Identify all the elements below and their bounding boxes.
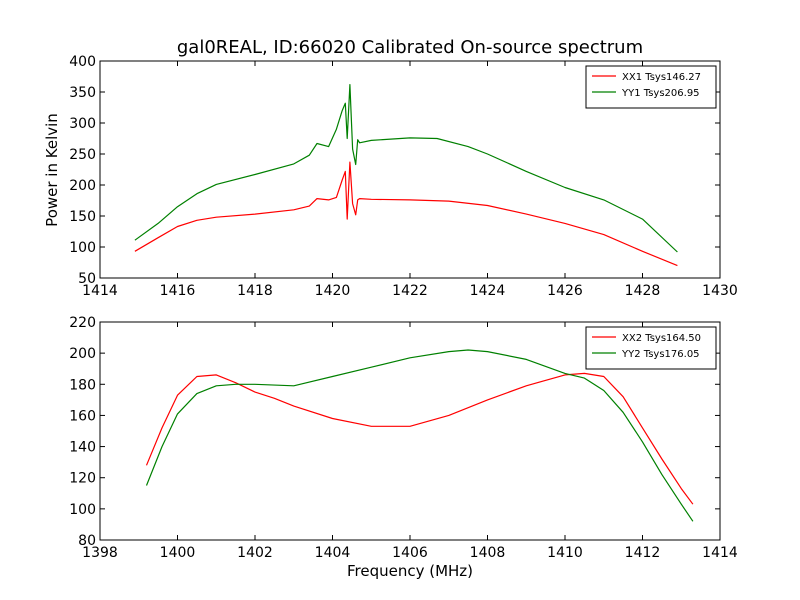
x-tick-label: 1428	[625, 283, 661, 299]
legend-box	[585, 65, 717, 109]
y-tick-label: 180	[69, 377, 96, 393]
x-tick-label: 1414	[82, 283, 118, 299]
x-tick-label: 1414	[702, 545, 738, 561]
x-tick-label: 1402	[237, 545, 273, 561]
y-tick-label: 300	[69, 116, 96, 132]
x-tick-label: 1410	[547, 545, 583, 561]
x-tick-label: 1422	[392, 283, 428, 299]
legend-label: XX1 Tsys146.27	[622, 72, 701, 83]
x-tick-label: 1404	[315, 545, 351, 561]
x-tick-label: 1418	[237, 283, 273, 299]
series-line-1	[134, 161, 678, 267]
y-tick-label: 80	[78, 533, 96, 549]
x-tick-label: 1400	[160, 545, 196, 561]
y-tick-label: 160	[69, 408, 96, 424]
y-tick-label: 100	[69, 502, 96, 518]
y-tick-label: 350	[69, 85, 96, 101]
top-panel: 1414 1416 1418 1420 1422 1424 1426 1428 1430 50 10…	[69, 54, 738, 299]
x-tick-label: 1426	[547, 283, 583, 299]
y-tick-label: 400	[69, 54, 96, 70]
legend-label: YY1 Tsys206.95	[621, 88, 700, 99]
bottom-panel: 1398 1400 1402 1404 1406 1408 1410 1412 1414 80 10…	[69, 315, 738, 561]
series-line-2	[134, 83, 678, 253]
y-tick-label: 150	[69, 209, 96, 225]
x-tick-label: 1406	[392, 545, 428, 561]
y-tick-label: 50	[78, 271, 96, 287]
x-tick-label: 1416	[160, 283, 196, 299]
x-axis-label: Frequency (MHz)	[347, 562, 473, 580]
series-line-2	[145, 349, 694, 522]
series-line-1	[145, 372, 694, 505]
x-tick-label: 1408	[470, 545, 506, 561]
y-tick-label: 200	[69, 178, 96, 194]
x-tick-label: 1424	[470, 283, 506, 299]
y-tick-label: 220	[69, 315, 96, 331]
x-tick-label: 1412	[625, 545, 661, 561]
y-axis-label: Power in Kelvin	[43, 113, 61, 227]
legend: XX1 Tsys146.27 YY1 Tsys206.95	[585, 65, 717, 109]
x-tick-label: 1430	[702, 283, 738, 299]
x-tick-label: 1420	[315, 283, 351, 299]
chart-title: gal0REAL, ID:66020 Calibrated On-source …	[177, 37, 643, 58]
x-tick-label: 1398	[82, 545, 118, 561]
y-tick-label: 250	[69, 147, 96, 163]
y-tick-label: 120	[69, 471, 96, 487]
legend: XX2 Tsys164.50 YY2 Tsys176.05	[585, 326, 717, 370]
y-tick-label: 200	[69, 346, 96, 362]
legend-box	[585, 326, 717, 370]
y-tick-label: 100	[69, 240, 96, 256]
legend-label: YY2 Tsys176.05	[621, 349, 700, 360]
legend-label: XX2 Tsys164.50	[622, 333, 701, 344]
y-tick-label: 140	[69, 440, 96, 456]
